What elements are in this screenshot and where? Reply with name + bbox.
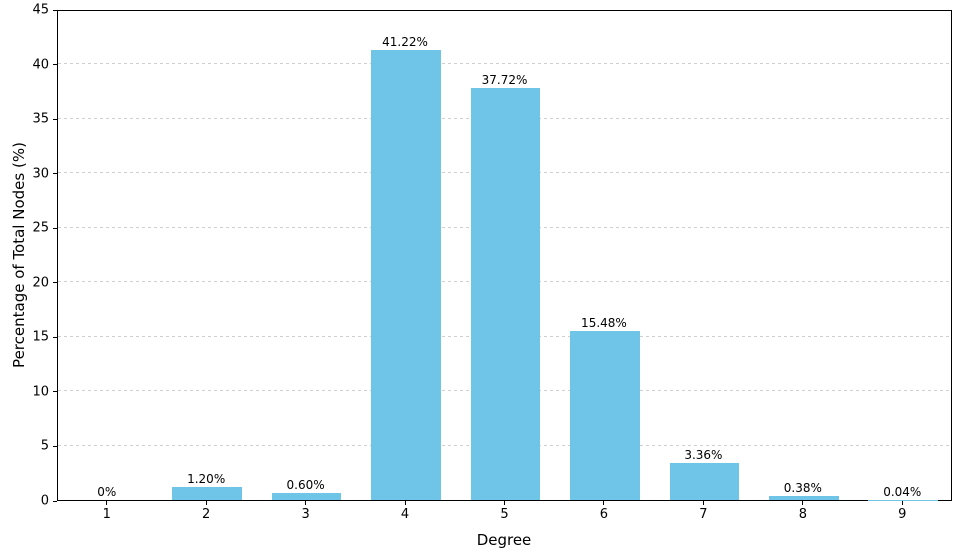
bar [769,495,839,500]
gridline [58,63,951,65]
y-tick-label: 10 [32,384,49,400]
x-tick-label: 4 [400,507,410,522]
y-tick-label: 15 [32,329,49,345]
x-tick-label: 2 [202,507,211,522]
x-tick-mark [901,501,903,505]
bar [172,486,242,500]
y-tick-mark [53,500,57,502]
x-tick-label: 9 [898,507,907,522]
bar [669,463,740,500]
x-tick-label: 1 [102,507,111,522]
x-tick-mark [802,501,804,505]
bar-value-label: 41.22% [382,35,428,50]
y-tick-mark [53,227,57,229]
y-tick-mark [53,391,57,393]
x-tick-mark [504,501,505,505]
bar-value-label: 0.60% [286,478,325,493]
plot-area [57,10,952,501]
y-tick-label: 5 [40,438,49,454]
bar-value-label: 3.36% [684,448,723,463]
y-tick-label: 25 [32,220,49,236]
bar [371,50,441,500]
x-axis-label: Degree [476,531,532,549]
y-tick-label: 40 [32,57,49,73]
bar-value-label: 1.20% [187,471,226,486]
y-tick-label: 45 [32,2,49,18]
x-tick-label: 5 [500,507,509,522]
x-tick-mark [603,501,605,505]
bar-value-label: 0% [97,485,117,499]
y-tick-label: 20 [32,275,49,291]
x-tick-label: 6 [599,507,609,522]
y-tick-mark [53,9,57,11]
x-tick-label: 8 [798,507,807,522]
x-tick-mark [106,501,108,505]
bar [470,88,541,500]
y-tick-mark [53,118,57,120]
y-tick-mark [53,445,57,447]
bar-value-label: 0.04% [883,484,922,499]
x-tick-mark [404,501,406,505]
y-tick-label: 0 [40,493,49,509]
y-tick-mark [53,64,57,66]
bar-value-label: 37.72% [481,73,528,88]
y-tick-label: 35 [32,111,49,127]
x-tick-label: 3 [301,507,310,522]
bar [271,493,342,500]
x-tick-mark [305,501,307,505]
y-tick-label: 30 [32,166,49,182]
y-tick-mark [53,282,57,284]
bar-value-label: 0.38% [783,480,822,495]
y-tick-mark [53,173,57,175]
bar [570,331,640,500]
x-tick-mark [205,501,207,505]
bar-value-label: 15.48% [581,316,627,331]
x-tick-mark [702,501,704,505]
x-tick-label: 7 [699,507,708,522]
y-tick-mark [53,336,57,338]
